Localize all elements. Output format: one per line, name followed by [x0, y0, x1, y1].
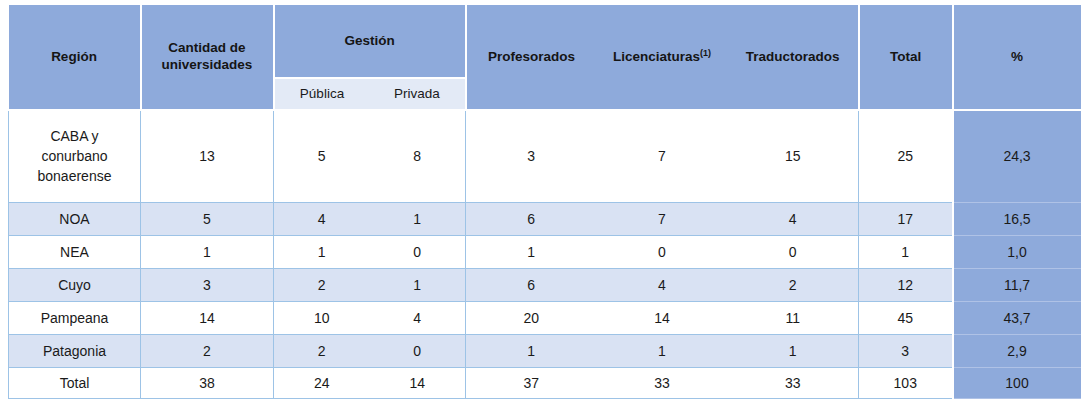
table-cell: 37 — [466, 367, 597, 398]
table-cell: 24 — [274, 367, 370, 398]
col-header-profesorados: Profesorados — [466, 5, 597, 110]
col-header-cantidad-universidades: Cantidad de universidades — [141, 5, 274, 110]
table-cell: 6 — [466, 268, 597, 301]
table-cell: 2 — [274, 268, 370, 301]
row-label: NOA — [9, 202, 141, 235]
table-cell: 4 — [370, 301, 466, 334]
table-cell: 0 — [597, 235, 728, 268]
col-group-header-gestion: Gestión — [274, 5, 466, 78]
table-cell: 5 — [274, 110, 370, 202]
table-row-cuyo: Cuyo 3 2 1 6 4 2 12 11,7 — [9, 268, 1081, 301]
col-header-licenciaturas: Licenciaturas(1) — [597, 5, 728, 110]
table-cell: 0 — [370, 334, 466, 367]
table-cell: 1 — [370, 202, 466, 235]
table-cell: 1 — [141, 235, 274, 268]
table-cell: 1 — [370, 268, 466, 301]
table-cell: 4 — [728, 202, 859, 235]
col-header-total: Total — [859, 5, 953, 110]
percent-cell: 24,3 — [953, 110, 1081, 202]
table-cell: 38 — [141, 367, 274, 398]
col-header-region: Región — [9, 5, 141, 110]
table-cell: 33 — [597, 367, 728, 398]
row-label: Pampeana — [9, 301, 141, 334]
table-header: Región Cantidad de universidades Gestión… — [9, 5, 1081, 110]
row-label: Cuyo — [9, 268, 141, 301]
table-cell: 7 — [597, 202, 728, 235]
table-cell: 1 — [859, 235, 953, 268]
table-cell: 11 — [728, 301, 859, 334]
table-cell: 10 — [274, 301, 370, 334]
table-cell: 4 — [274, 202, 370, 235]
licenciaturas-footnote-marker: (1) — [700, 47, 711, 57]
table-cell: 3 — [466, 110, 597, 202]
table-body: CABA y conurbano bonaerense 13 5 8 3 7 1… — [9, 110, 1081, 398]
table-cell: 1 — [274, 235, 370, 268]
table-cell: 8 — [370, 110, 466, 202]
table-cell: 5 — [141, 202, 274, 235]
table-cell: 2 — [728, 268, 859, 301]
table-cell: 4 — [597, 268, 728, 301]
table-cell: 12 — [859, 268, 953, 301]
table-row-noa: NOA 5 4 1 6 7 4 17 16,5 — [9, 202, 1081, 235]
universities-by-region-table-wrap: Región Cantidad de universidades Gestión… — [8, 5, 1081, 399]
percent-cell: 16,5 — [953, 202, 1081, 235]
table-cell: 13 — [141, 110, 274, 202]
table-cell: 14 — [141, 301, 274, 334]
licenciaturas-label: Licenciaturas — [613, 49, 700, 64]
row-label: CABA y conurbano bonaerense — [9, 110, 141, 202]
table-row-nea: NEA 1 1 0 1 0 0 1 1,0 — [9, 235, 1081, 268]
table-cell: 45 — [859, 301, 953, 334]
row-label: NEA — [9, 235, 141, 268]
row-label: Total — [9, 367, 141, 398]
table-cell: 0 — [370, 235, 466, 268]
percent-cell: 11,7 — [953, 268, 1081, 301]
row-label: Patagonia — [9, 334, 141, 367]
col-header-percent: % — [953, 5, 1081, 110]
table-cell: 14 — [597, 301, 728, 334]
percent-cell: 43,7 — [953, 301, 1081, 334]
table-cell: 7 — [597, 110, 728, 202]
table-cell: 1 — [466, 334, 597, 367]
table-cell: 2 — [141, 334, 274, 367]
percent-cell: 1,0 — [953, 235, 1081, 268]
table-cell: 33 — [728, 367, 859, 398]
col-header-privada: Privada — [370, 78, 466, 110]
table-cell: 1 — [597, 334, 728, 367]
table-cell: 1 — [728, 334, 859, 367]
table-cell: 17 — [859, 202, 953, 235]
table-cell: 20 — [466, 301, 597, 334]
universities-by-region-table: Región Cantidad de universidades Gestión… — [8, 5, 1081, 399]
percent-cell: 100 — [953, 367, 1081, 398]
table-cell: 2 — [274, 334, 370, 367]
table-cell: 15 — [728, 110, 859, 202]
table-row-total: Total 38 24 14 37 33 33 103 100 — [9, 367, 1081, 398]
row-label-text: CABA y conurbano bonaerense — [28, 126, 122, 187]
table-row-pampeana: Pampeana 14 10 4 20 14 11 45 43,7 — [9, 301, 1081, 334]
table-row-patagonia: Patagonia 2 2 0 1 1 1 3 2,9 — [9, 334, 1081, 367]
table-cell: 14 — [370, 367, 466, 398]
table-row-caba: CABA y conurbano bonaerense 13 5 8 3 7 1… — [9, 110, 1081, 202]
table-cell: 1 — [466, 235, 597, 268]
table-cell: 3 — [859, 334, 953, 367]
col-header-publica: Pública — [274, 78, 370, 110]
table-cell: 6 — [466, 202, 597, 235]
col-header-traductorados: Traductorados — [728, 5, 859, 110]
table-cell: 3 — [141, 268, 274, 301]
table-cell: 25 — [859, 110, 953, 202]
table-cell: 103 — [859, 367, 953, 398]
percent-cell: 2,9 — [953, 334, 1081, 367]
header-row-main: Región Cantidad de universidades Gestión… — [9, 5, 1081, 78]
table-cell: 0 — [728, 235, 859, 268]
